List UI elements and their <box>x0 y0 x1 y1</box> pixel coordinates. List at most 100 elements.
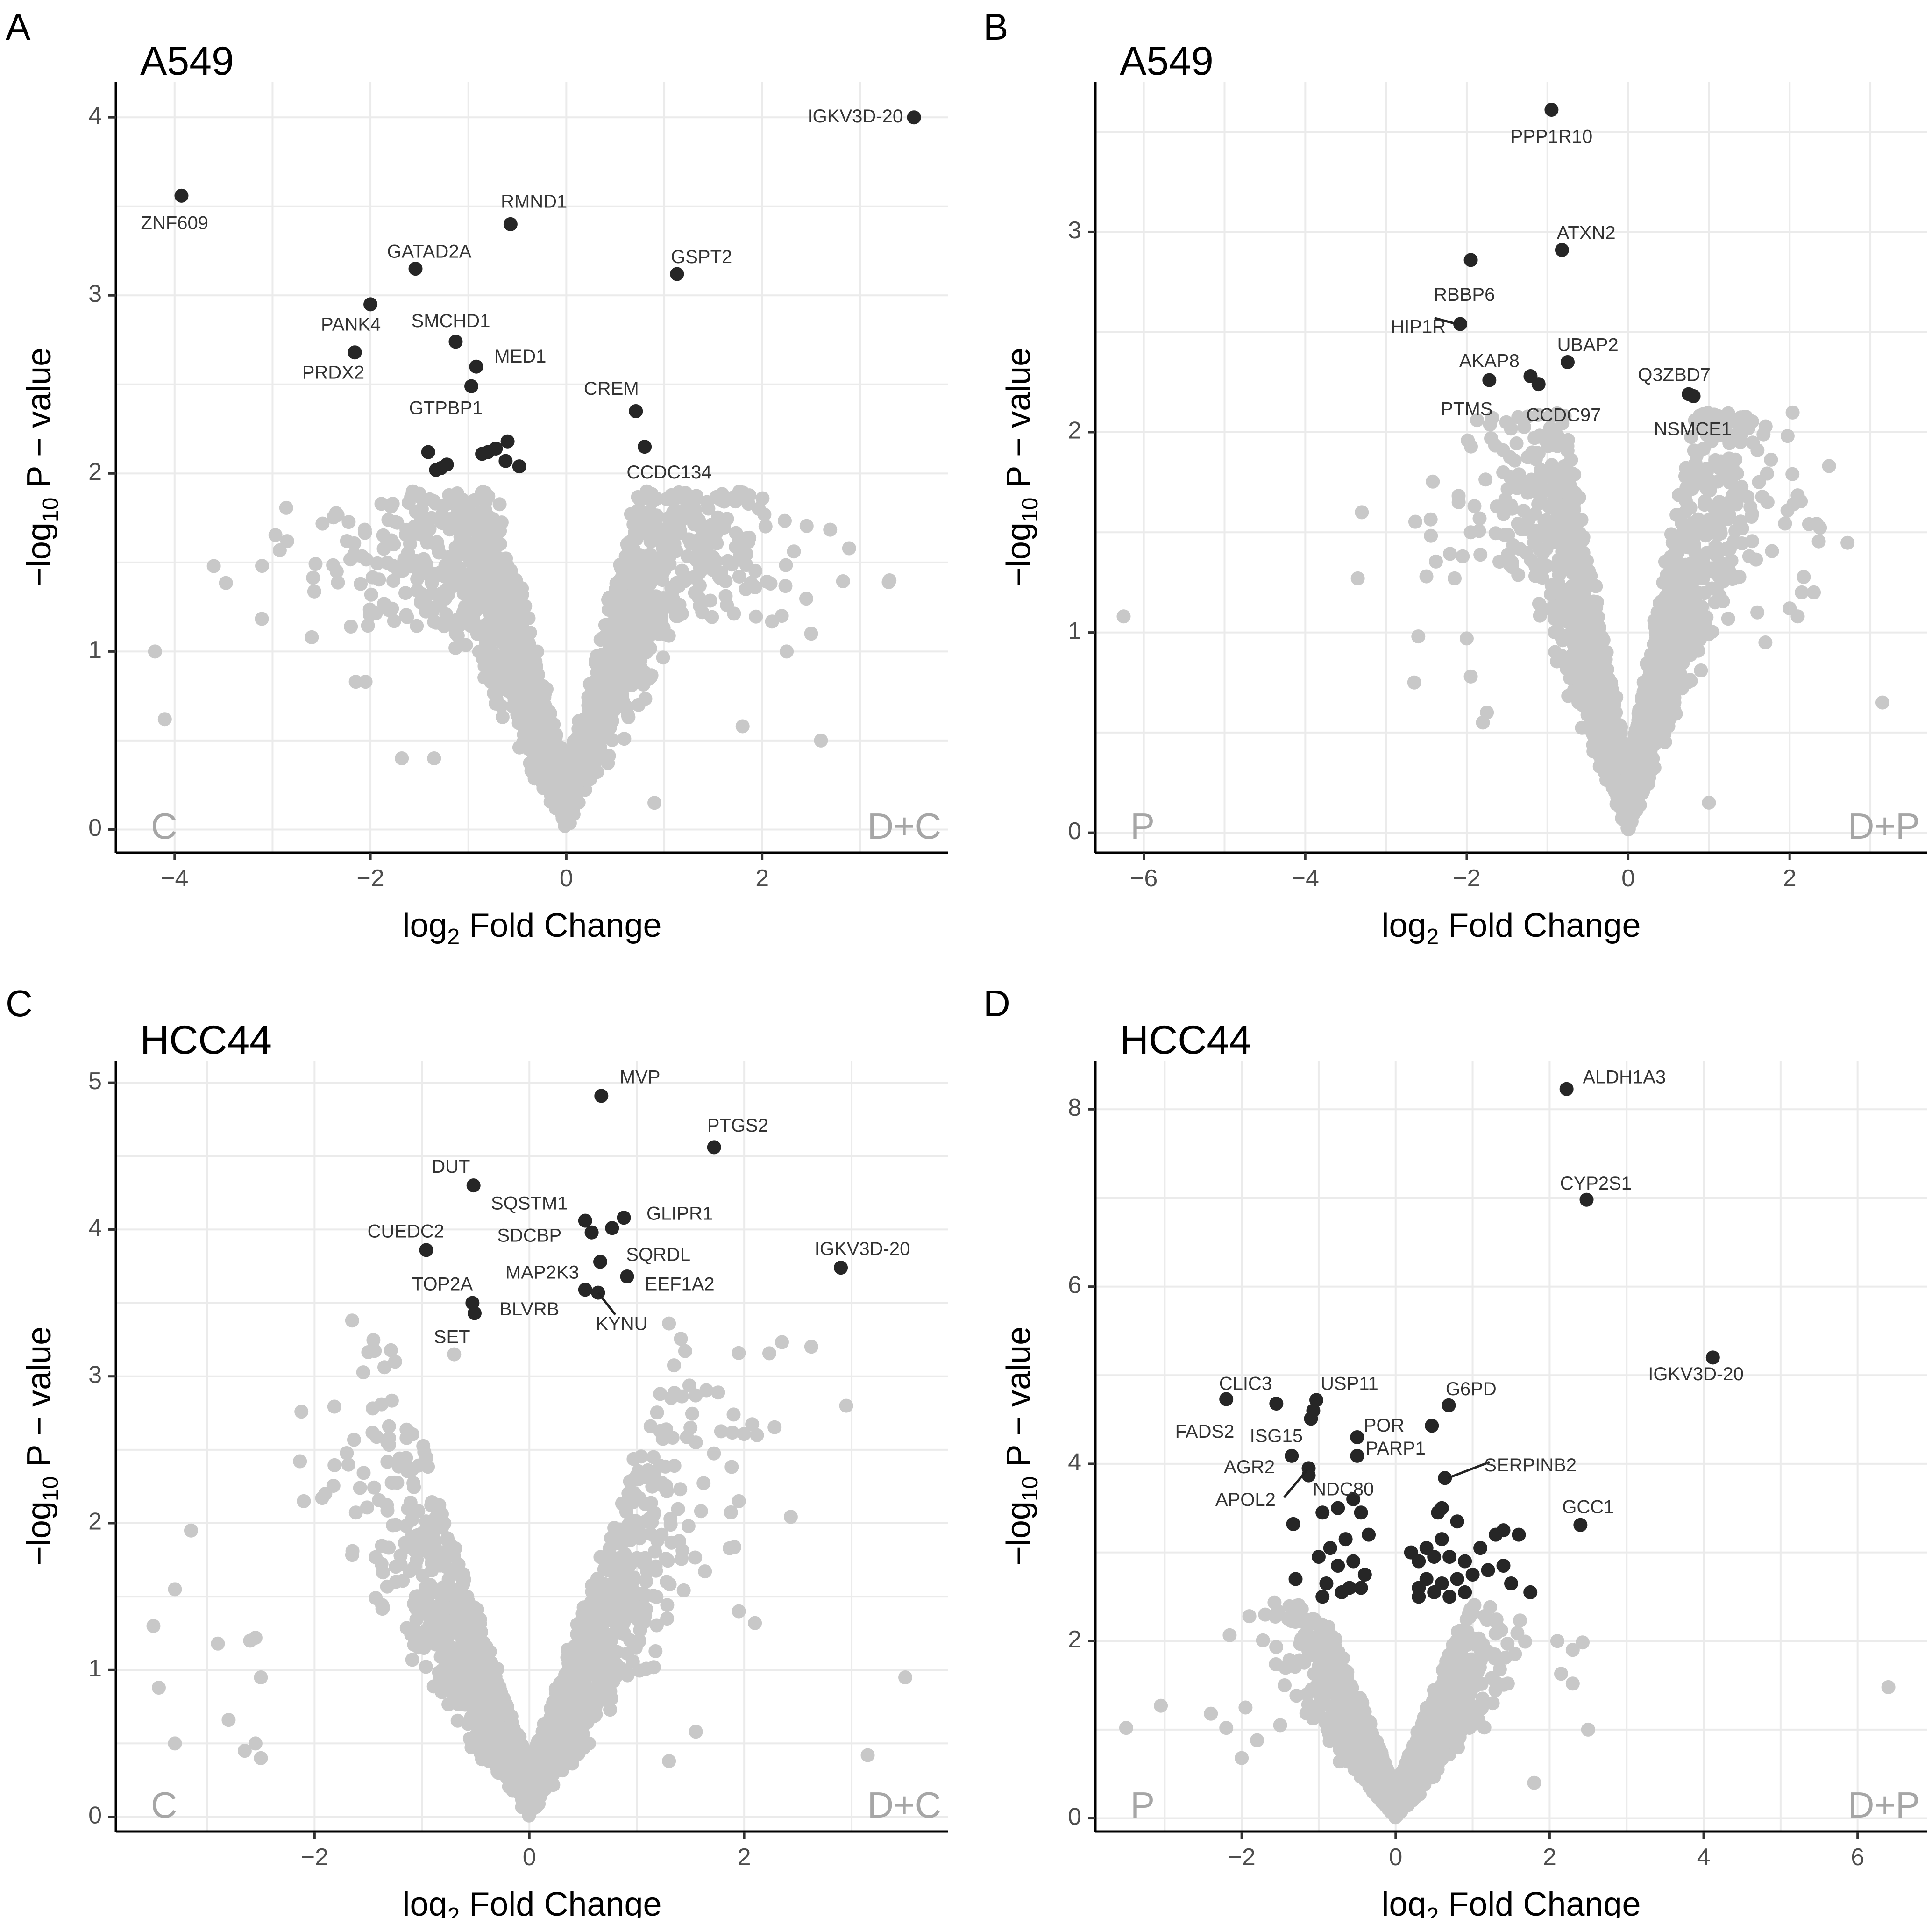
background-point <box>1591 689 1605 703</box>
background-point <box>1503 470 1517 484</box>
background-point <box>799 519 814 533</box>
background-point <box>712 569 726 584</box>
background-point <box>778 513 792 528</box>
background-point <box>513 676 527 690</box>
background-point <box>735 719 750 734</box>
background-point <box>739 558 753 572</box>
background-point <box>1745 507 1759 521</box>
gene-label: HIP1R <box>1391 317 1446 337</box>
background-point <box>1752 475 1766 489</box>
background-point <box>1681 582 1696 596</box>
significant-point <box>500 434 515 449</box>
background-point <box>633 660 648 674</box>
background-point <box>1724 553 1739 568</box>
background-point <box>358 526 372 540</box>
background-point <box>1685 482 1699 496</box>
background-point <box>1797 570 1811 584</box>
y-tick-label: 3 <box>1068 217 1081 244</box>
background-point <box>1778 516 1792 531</box>
background-point <box>693 599 707 613</box>
background-point <box>448 641 463 655</box>
gene-label: PRDX2 <box>302 363 364 383</box>
panel-letter: A <box>6 6 31 48</box>
background-point <box>760 574 774 589</box>
background-point <box>1765 544 1779 558</box>
background-point <box>1555 631 1569 645</box>
background-point <box>380 556 394 570</box>
background-point <box>448 514 463 528</box>
panel-title: A549 <box>140 39 234 84</box>
background-point <box>356 1365 370 1380</box>
background-point <box>682 532 696 547</box>
background-point <box>509 645 523 660</box>
background-point <box>626 542 641 557</box>
background-point <box>1350 571 1365 585</box>
background-point <box>645 604 659 618</box>
background-point <box>427 751 441 766</box>
background-point <box>374 1557 389 1571</box>
background-point <box>1592 703 1606 718</box>
background-point <box>613 682 628 696</box>
significant-point <box>469 359 483 374</box>
background-point <box>450 1713 465 1728</box>
background-point <box>341 515 356 529</box>
background-point <box>1584 631 1598 646</box>
background-point <box>739 582 753 596</box>
background-point <box>1424 528 1438 543</box>
background-point <box>422 603 436 617</box>
background-point <box>1651 613 1665 627</box>
background-point <box>709 526 724 540</box>
background-point <box>400 610 414 624</box>
background-point <box>1705 625 1719 639</box>
background-point <box>280 534 294 549</box>
background-point <box>348 675 363 689</box>
significant-point <box>638 440 652 454</box>
background-point <box>1734 411 1748 426</box>
background-point <box>585 712 599 727</box>
background-point <box>814 733 828 748</box>
background-point <box>1662 634 1676 649</box>
background-point <box>1807 585 1821 599</box>
background-point <box>696 556 711 570</box>
background-point <box>399 1621 414 1635</box>
background-point <box>617 620 632 635</box>
gene-label: RBBP6 <box>1434 285 1495 305</box>
background-point <box>1615 811 1629 826</box>
background-point <box>1688 599 1702 613</box>
background-point <box>1488 438 1502 453</box>
background-point <box>1708 453 1723 467</box>
x-tick-label: −4 <box>1292 865 1319 892</box>
background-point <box>448 540 463 555</box>
background-point <box>668 542 682 557</box>
background-point <box>440 497 454 511</box>
background-point <box>387 614 401 628</box>
background-point <box>661 511 676 525</box>
background-point <box>1426 474 1440 489</box>
background-point <box>633 493 647 507</box>
background-point <box>1463 669 1478 684</box>
background-point <box>592 736 607 750</box>
background-point <box>647 796 662 810</box>
background-point <box>1355 505 1369 520</box>
background-point <box>294 1405 309 1419</box>
gene-label: CREM <box>584 378 639 399</box>
condition-label-right: D+C <box>867 806 941 847</box>
y-axis-title: −log10 P − value <box>21 348 63 587</box>
background-point <box>1666 560 1680 574</box>
background-point <box>602 652 616 666</box>
x-tick-label: 0 <box>560 865 573 892</box>
background-point <box>448 626 463 641</box>
background-point <box>1678 470 1693 484</box>
x-tick-label: −2 <box>356 865 384 892</box>
background-point <box>1472 511 1487 526</box>
background-point <box>710 536 724 550</box>
background-point <box>1501 528 1515 542</box>
background-point <box>1785 405 1800 420</box>
background-point <box>388 515 402 529</box>
background-point <box>693 578 707 593</box>
significant-point <box>174 188 189 203</box>
background-point <box>1635 737 1649 752</box>
background-point <box>1589 579 1603 593</box>
background-point <box>410 619 424 633</box>
